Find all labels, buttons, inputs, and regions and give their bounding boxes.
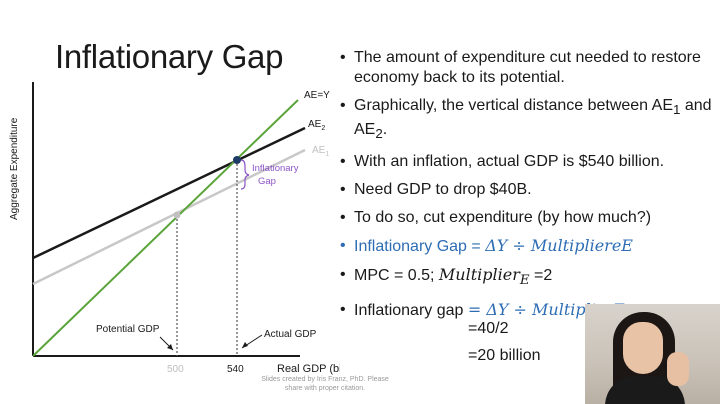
inflationary-gap-brace [240, 159, 250, 190]
bullet-item: • Graphically, the vertical distance betw… [340, 97, 712, 142]
actual-gdp-label: Actual GDP [264, 329, 317, 340]
tick-540: 540 [227, 364, 244, 375]
potential-gdp-arrowhead [167, 344, 173, 350]
bullet-item: • The amount of expenditure cut needed to… [340, 49, 701, 86]
presenter-face [623, 322, 663, 374]
ae1-line [32, 148, 306, 286]
potential-gdp-label: Potential GDP [96, 324, 160, 335]
ae2-equilibrium-point [233, 156, 241, 164]
ae1-equilibrium-point [173, 211, 181, 219]
slide-credit: Slides created by Iris Franz, PhD. Pleas… [261, 376, 389, 392]
bullet-item-mpc: • MPC = 0.5; MultiplierE =2 [340, 265, 553, 289]
gap-label-line2: Gap [258, 176, 276, 187]
ae-y-label: AE=Y [304, 90, 330, 101]
ae-y-line [32, 99, 299, 357]
webcam-presenter-video [585, 304, 720, 404]
ae2-label: AE2 [308, 119, 325, 132]
inflationary-gap-diagram: Aggregate Expenditure Real GDP (billion)… [9, 82, 340, 375]
calc-line-2: =20 billion [468, 347, 541, 364]
slide-title: Inflationary Gap [55, 38, 284, 75]
bullet-item: • To do so, cut expenditure (by how much?… [340, 209, 652, 227]
calc-line-1: =40/2 [468, 320, 509, 337]
x-axis-label: Real GDP (billion) [277, 363, 340, 375]
actual-gdp-arrowhead [242, 342, 248, 348]
ae2-line [32, 126, 306, 260]
bullet-item: • With an inflation, actual GDP is $540 b… [340, 153, 665, 171]
presenter-hand [667, 352, 689, 386]
y-axis-label: Aggregate Expenditure [9, 117, 20, 220]
bullet-item: • Need GDP to drop $40B. [340, 181, 532, 199]
ae1-label: AE1 [312, 145, 329, 158]
gap-label-line1: Inflationary [252, 163, 299, 174]
bullet-item-formula: • Inflationary Gap = ΔY ÷ MultipliereE [340, 236, 633, 256]
tick-500: 500 [167, 364, 184, 375]
bullet-list: • The amount of expenditure cut needed to… [340, 48, 718, 329]
